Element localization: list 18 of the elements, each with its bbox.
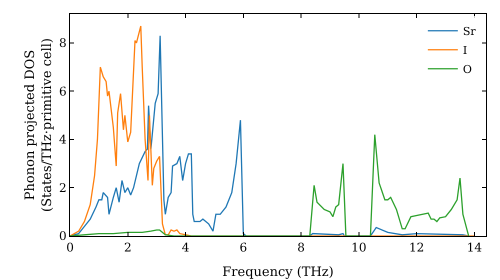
legend-label: O: [462, 63, 472, 76]
legend-label: Sr: [462, 25, 476, 38]
x-tick-label: 8: [297, 240, 305, 254]
y-tick-label: 2: [58, 180, 67, 195]
y-axis-title: Phonon projected DOS (States/THz·primitive cell): [23, 38, 55, 212]
y-tick-label: 6: [58, 84, 67, 98]
x-axis-title: Frequency (THz): [222, 265, 334, 280]
line-series: [70, 134, 470, 236]
x-tick-label: 10: [351, 240, 367, 254]
x-tick-label: 4: [182, 240, 190, 254]
y-tick-label: 4: [58, 132, 67, 147]
x-tick-label: 2: [124, 240, 132, 254]
legend-label: I: [462, 44, 468, 58]
x-tick-label: 6: [240, 240, 248, 254]
x-tick-label: 12: [409, 240, 424, 254]
y-tick-label: 8: [58, 36, 67, 50]
x-tick-label: 14: [466, 240, 482, 254]
y-tick-label: 0: [58, 229, 67, 244]
